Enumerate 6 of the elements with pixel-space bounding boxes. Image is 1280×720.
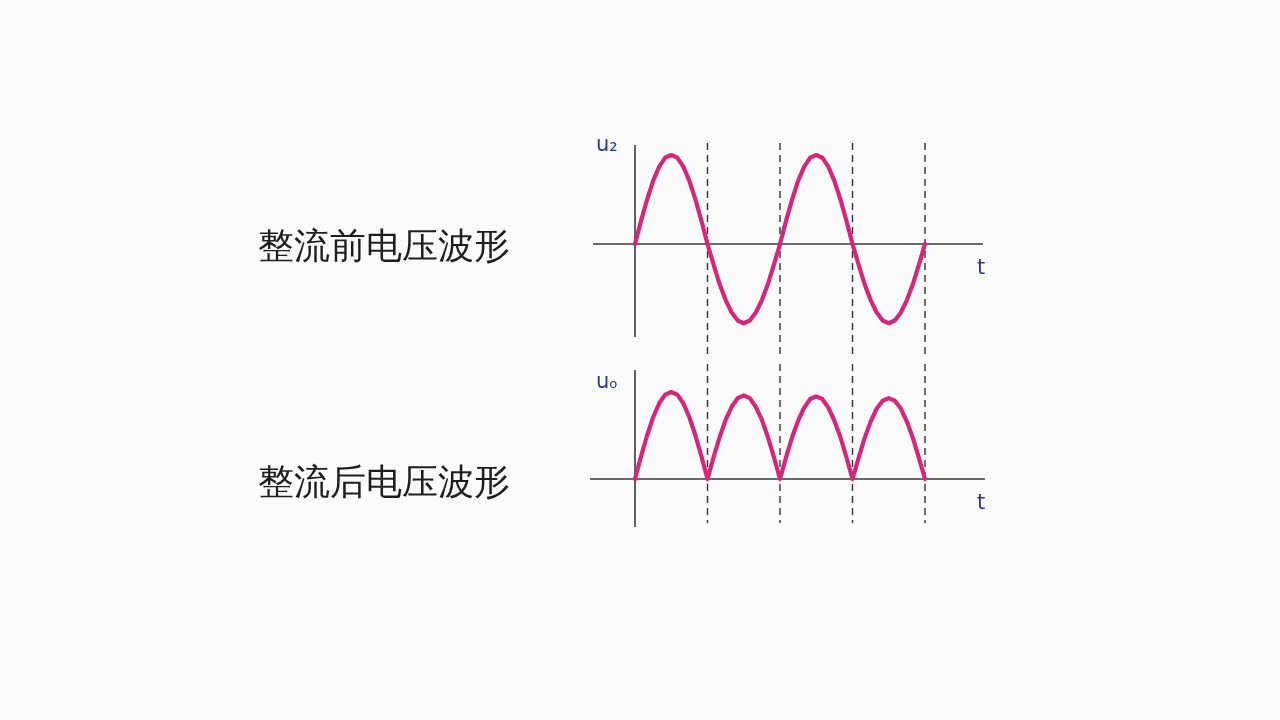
y-axis-title: u₂ [596,132,618,156]
x-axis-title: t [977,255,986,279]
text: 整流前电压波形 [258,224,510,266]
text: 整流后电压波形 [258,460,510,502]
x-axis-title: t [977,490,986,514]
y-axis-title: uₒ [596,369,618,393]
